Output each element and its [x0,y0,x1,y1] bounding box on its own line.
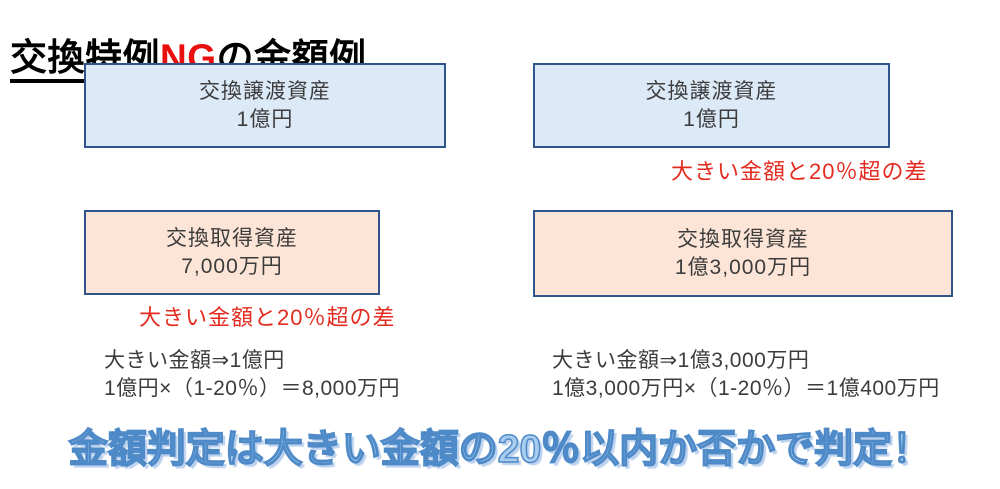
red-note-right-column: 大きい金額と20％超の差 [671,159,928,184]
calc-line-2: 1億円×（1-20％）＝8,000万円 [104,377,401,400]
box-amount: 1億円 [683,107,740,131]
exchange-transfer-asset-box-left: 交換譲渡資産 1億円 [84,63,446,148]
box-label: 交換譲渡資産 [645,79,778,103]
box-amount: 1億円 [236,107,294,131]
calc-line-1: 大きい金額⇒1億3,000万円 [552,349,810,372]
calc-line-1: 大きい金額⇒1億円 [104,349,285,372]
exchange-acquired-asset-box-right: 交換取得資産 1億3,000万円 [533,210,953,297]
calculation-right-column: 大きい金額⇒1億3,000万円 1億3,000万円×（1-20％）＝1億400万… [552,347,940,403]
exchange-acquired-asset-box-left: 交換取得資産 7,000万円 [84,210,380,295]
calc-line-2: 1億3,000万円×（1-20％）＝1億400万円 [552,377,940,400]
red-note-left-column: 大きい金額と20％超の差 [139,305,396,330]
calculation-left-column: 大きい金額⇒1億円 1億円×（1-20％）＝8,000万円 [104,347,400,403]
box-amount: 7,000万円 [181,254,283,278]
box-label: 交換取得資産 [677,227,809,251]
conclusion-wordart: 金額判定は大きい金額の20％以内か否かで判定！ [68,427,932,472]
box-amount: 1億3,000万円 [674,255,812,279]
box-label: 交換譲渡資産 [199,79,331,103]
box-label: 交換取得資産 [166,226,298,250]
exchange-transfer-asset-box-right: 交換譲渡資産 1億円 [533,63,890,148]
